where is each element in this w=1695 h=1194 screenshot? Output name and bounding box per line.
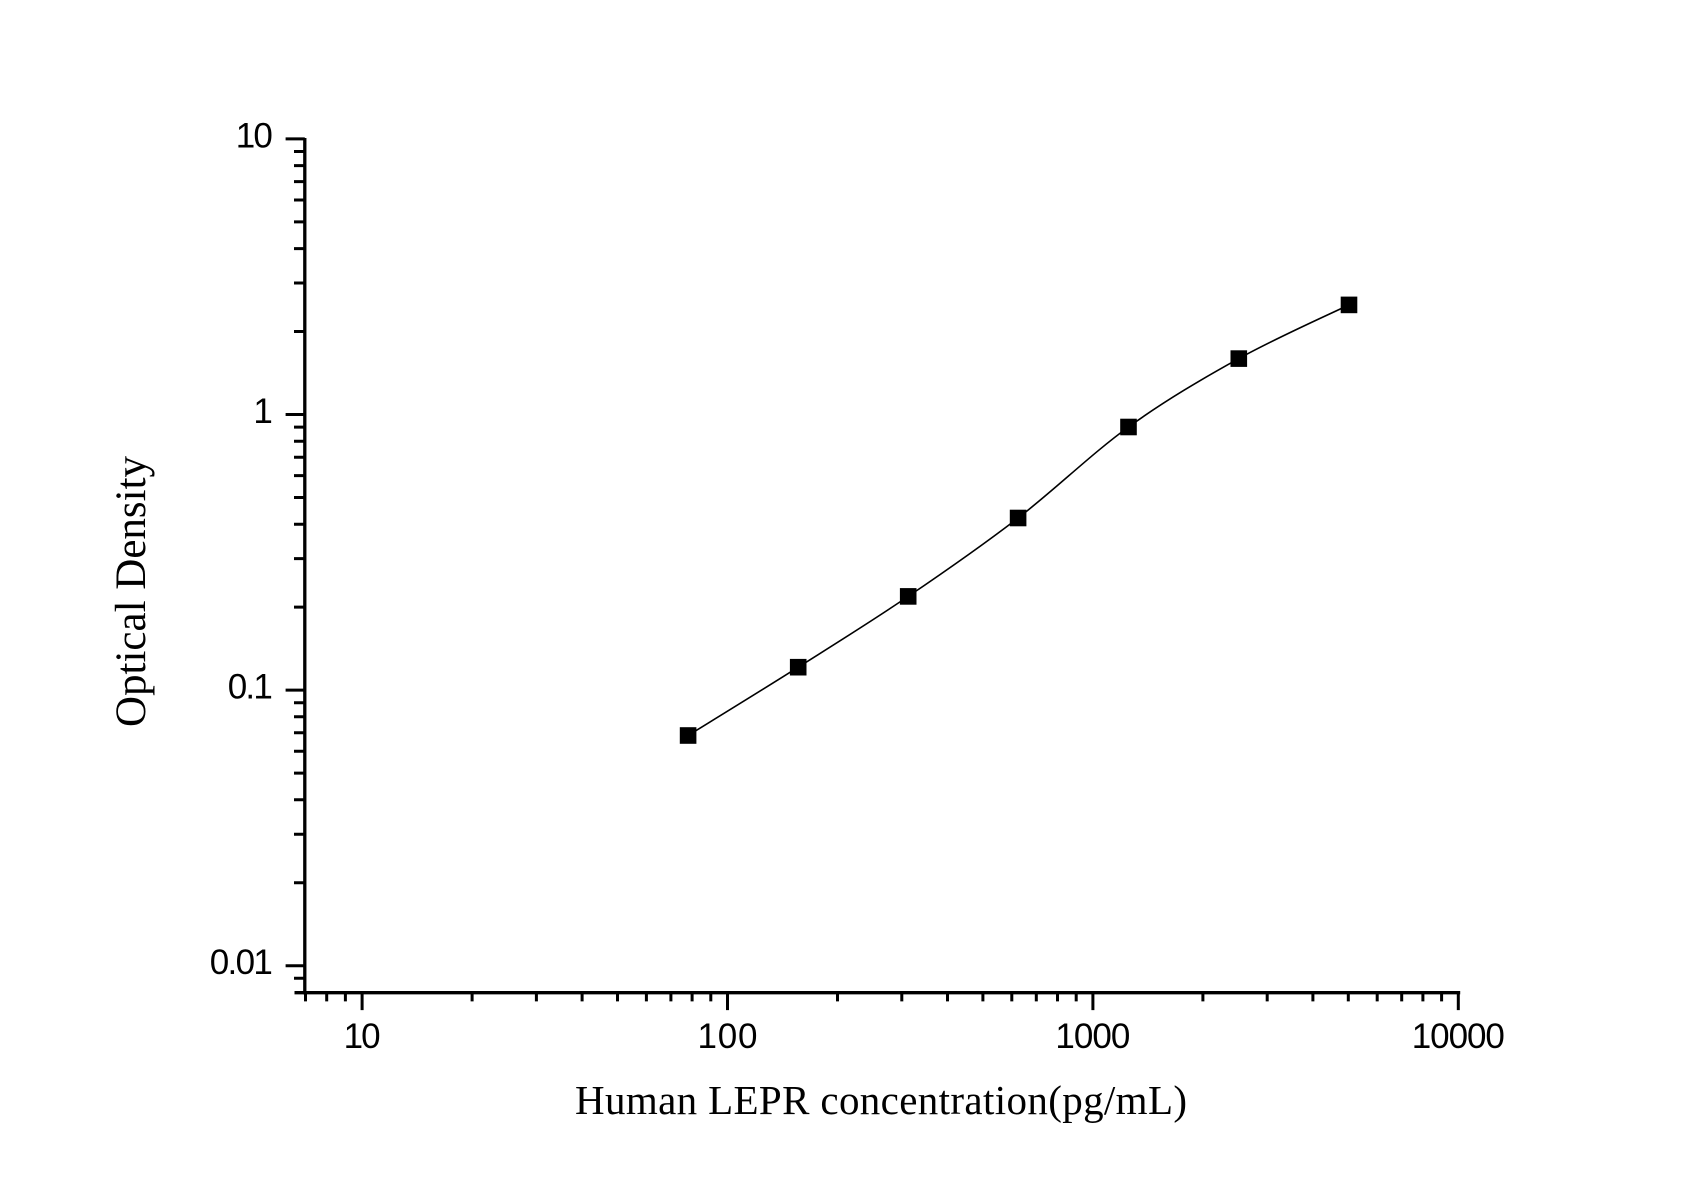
svg-text:10: 10 — [344, 1017, 381, 1056]
svg-text:0.1: 0.1 — [228, 668, 273, 707]
svg-text:0.01: 0.01 — [210, 943, 273, 982]
svg-text:Optical Density: Optical Density — [108, 455, 155, 727]
svg-text:100: 100 — [698, 1017, 758, 1056]
svg-text:10000: 10000 — [1412, 1017, 1505, 1056]
svg-text:1000: 1000 — [1055, 1017, 1130, 1056]
svg-text:10: 10 — [236, 116, 273, 155]
svg-text:Human LEPR concentration(pg/mL: Human LEPR concentration(pg/mL) — [575, 1077, 1187, 1123]
svg-text:1: 1 — [253, 392, 272, 431]
